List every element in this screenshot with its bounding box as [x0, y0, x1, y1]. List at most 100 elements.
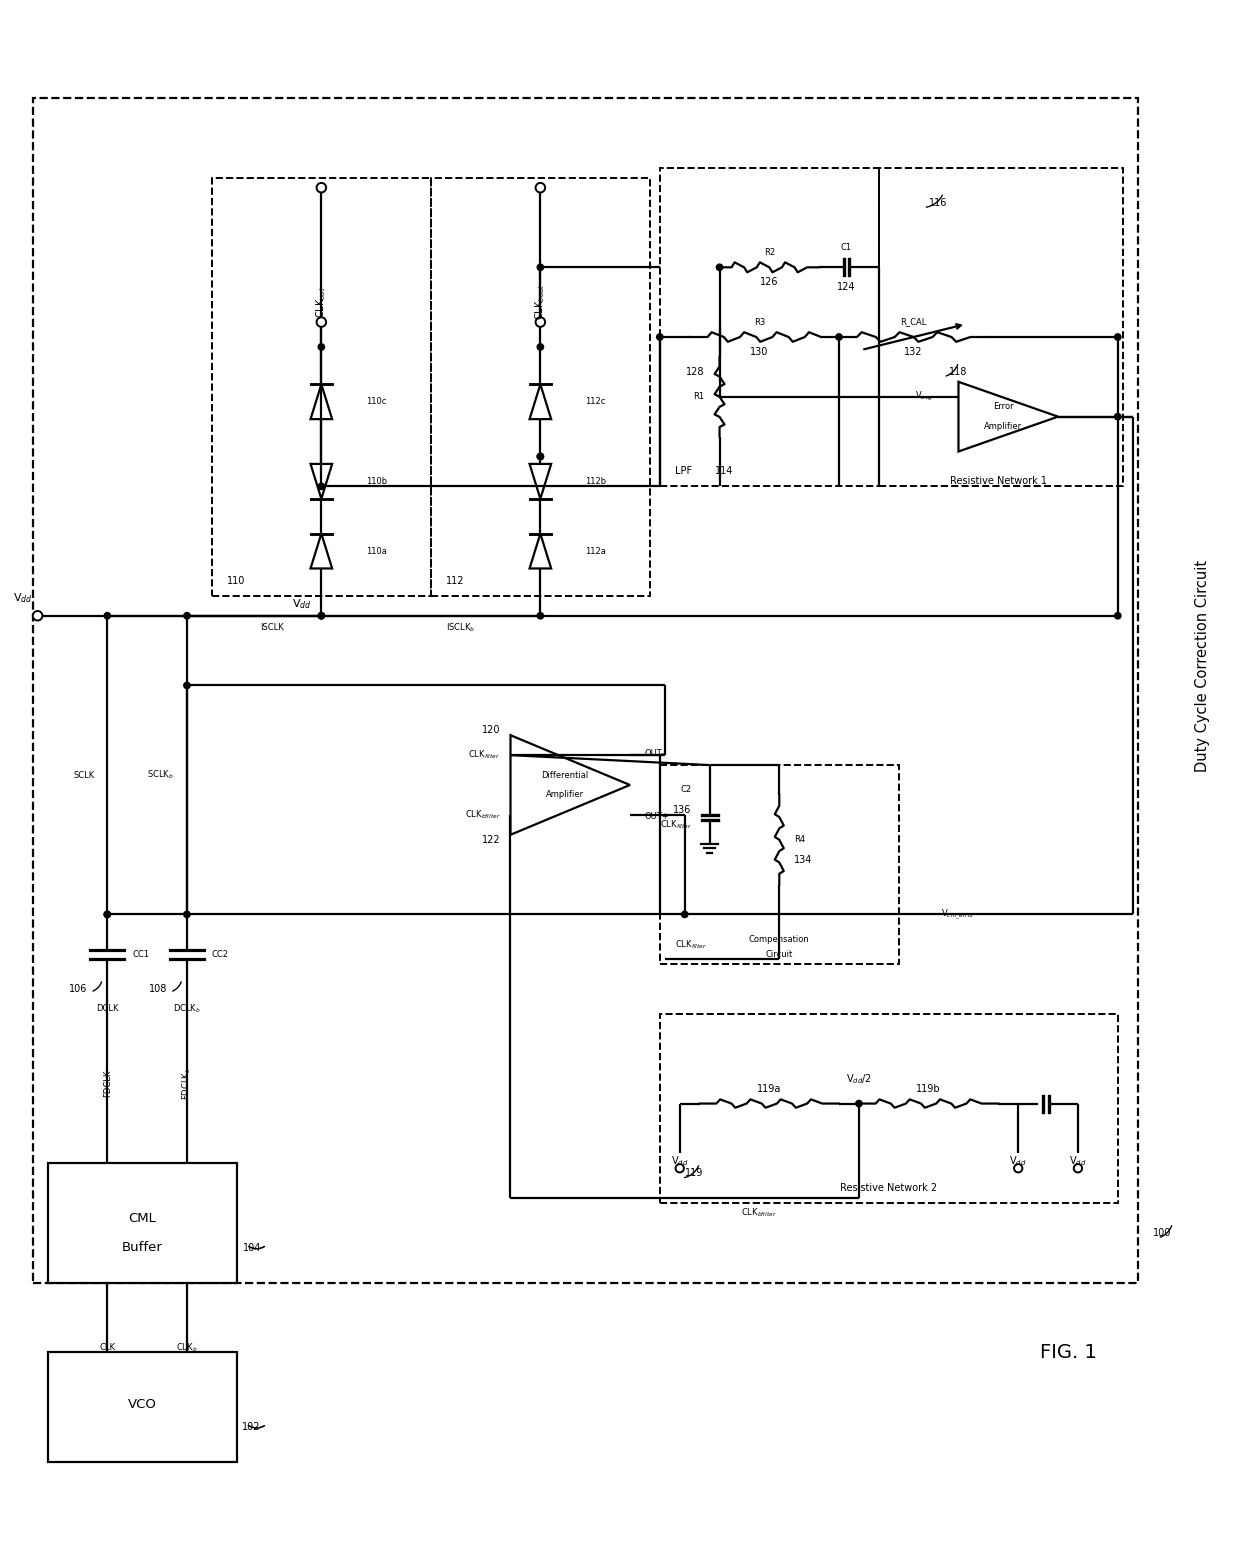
Text: Buffer: Buffer: [122, 1241, 162, 1255]
Text: V$_{dd}$/2: V$_{dd}$/2: [846, 1072, 872, 1086]
Circle shape: [1115, 612, 1121, 618]
Circle shape: [717, 264, 723, 271]
Text: 132: 132: [904, 347, 923, 357]
Text: 108: 108: [149, 984, 167, 994]
Text: DCLK$_b$: DCLK$_b$: [172, 1003, 201, 1016]
Bar: [47, 1163, 237, 1283]
Bar: [660, 1014, 1117, 1203]
Text: V$_{dd}$: V$_{dd}$: [1069, 1155, 1086, 1167]
Text: 134: 134: [794, 854, 812, 864]
Circle shape: [836, 333, 842, 340]
Text: 130: 130: [750, 347, 769, 357]
Text: ISCLK$_b$: ISCLK$_b$: [446, 621, 475, 634]
Text: V$_{dd}$: V$_{dd}$: [1009, 1155, 1027, 1167]
Text: Amplifier: Amplifier: [985, 423, 1022, 430]
Circle shape: [104, 612, 110, 618]
Circle shape: [319, 344, 325, 351]
Text: CLK$_{bfilter}$: CLK$_{bfilter}$: [742, 1207, 777, 1219]
Text: V$_{dd}$: V$_{dd}$: [671, 1155, 688, 1167]
Text: 102: 102: [242, 1423, 260, 1432]
Text: 110b: 110b: [366, 477, 387, 485]
Text: CC1: CC1: [133, 950, 149, 959]
Text: CLK$_{bout}$: CLK$_{bout}$: [533, 283, 547, 321]
Text: Circuit: Circuit: [765, 950, 792, 959]
Text: R1: R1: [693, 393, 704, 401]
Bar: [879, 167, 1122, 487]
Text: 119b: 119b: [916, 1083, 941, 1094]
Text: R2: R2: [764, 247, 775, 257]
Text: SCLK: SCLK: [73, 770, 94, 779]
Text: FDCLK: FDCLK: [103, 1070, 112, 1097]
Circle shape: [1074, 1164, 1083, 1172]
Bar: [660, 167, 879, 487]
Circle shape: [184, 911, 190, 917]
Text: Error: Error: [993, 402, 1013, 412]
Text: V$_{cm\_error}$: V$_{cm\_error}$: [941, 908, 976, 922]
Text: C1: C1: [841, 243, 852, 252]
Text: DCLK: DCLK: [95, 1005, 119, 1014]
Text: 119: 119: [684, 1167, 703, 1178]
Text: SCLK$_b$: SCLK$_b$: [148, 768, 174, 781]
Text: 110c: 110c: [366, 398, 387, 407]
Text: OUT-: OUT-: [645, 748, 665, 757]
Circle shape: [184, 682, 190, 689]
Text: ISCLK: ISCLK: [259, 623, 284, 632]
Text: 104: 104: [243, 1243, 260, 1254]
Text: CLK$_{filter}$: CLK$_{filter}$: [675, 937, 707, 950]
Bar: [660, 765, 899, 964]
Text: 110: 110: [227, 576, 246, 585]
Circle shape: [319, 612, 325, 618]
Circle shape: [536, 183, 546, 192]
Text: 118: 118: [949, 366, 967, 377]
Circle shape: [537, 612, 543, 618]
Text: FIG. 1: FIG. 1: [1039, 1343, 1096, 1362]
Circle shape: [682, 911, 688, 917]
Text: 112: 112: [446, 576, 464, 585]
Circle shape: [32, 610, 42, 621]
Bar: [430, 178, 650, 596]
Text: R_CAL: R_CAL: [900, 318, 926, 327]
Circle shape: [676, 1164, 684, 1172]
Bar: [47, 1352, 237, 1462]
Text: CLK$_b$: CLK$_b$: [176, 1341, 197, 1354]
Circle shape: [657, 333, 663, 340]
Bar: [212, 178, 430, 596]
Text: 126: 126: [760, 277, 779, 288]
Text: Compensation: Compensation: [749, 934, 810, 944]
Text: Amplifier: Amplifier: [546, 790, 584, 800]
Text: V$_{avg}$: V$_{avg}$: [915, 390, 934, 404]
Bar: [32, 99, 1137, 1283]
Text: V$_{dd}$: V$_{dd}$: [291, 596, 311, 610]
Circle shape: [316, 318, 326, 327]
Circle shape: [537, 264, 543, 271]
Circle shape: [537, 344, 543, 351]
Text: CC2: CC2: [212, 950, 229, 959]
Circle shape: [104, 911, 110, 917]
Text: 106: 106: [69, 984, 87, 994]
Text: 122: 122: [482, 834, 501, 845]
Text: Resistive Network 2: Resistive Network 2: [841, 1183, 937, 1193]
Text: 120: 120: [482, 725, 501, 736]
Text: Duty Cycle Correction Circuit: Duty Cycle Correction Circuit: [1195, 559, 1210, 772]
Circle shape: [536, 318, 546, 327]
Text: 124: 124: [837, 282, 856, 293]
Text: FDCLK$_b$: FDCLK$_b$: [181, 1067, 193, 1100]
Circle shape: [1115, 333, 1121, 340]
Text: Differential: Differential: [542, 770, 589, 779]
Text: R3: R3: [754, 318, 765, 327]
Circle shape: [319, 612, 325, 618]
Circle shape: [184, 612, 190, 618]
Text: R4: R4: [794, 836, 805, 844]
Text: 110a: 110a: [366, 546, 387, 556]
Text: OUT+: OUT+: [645, 812, 670, 822]
Text: VCO: VCO: [128, 1398, 156, 1410]
Text: C2: C2: [681, 786, 692, 795]
Circle shape: [316, 183, 326, 192]
Text: 100: 100: [1153, 1229, 1172, 1238]
Text: 112a: 112a: [585, 546, 606, 556]
Text: 112c: 112c: [585, 398, 605, 407]
Text: V$_{dd}$: V$_{dd}$: [12, 592, 32, 604]
Text: 119a: 119a: [758, 1083, 781, 1094]
Text: 112b: 112b: [585, 477, 606, 485]
Circle shape: [1115, 413, 1121, 419]
